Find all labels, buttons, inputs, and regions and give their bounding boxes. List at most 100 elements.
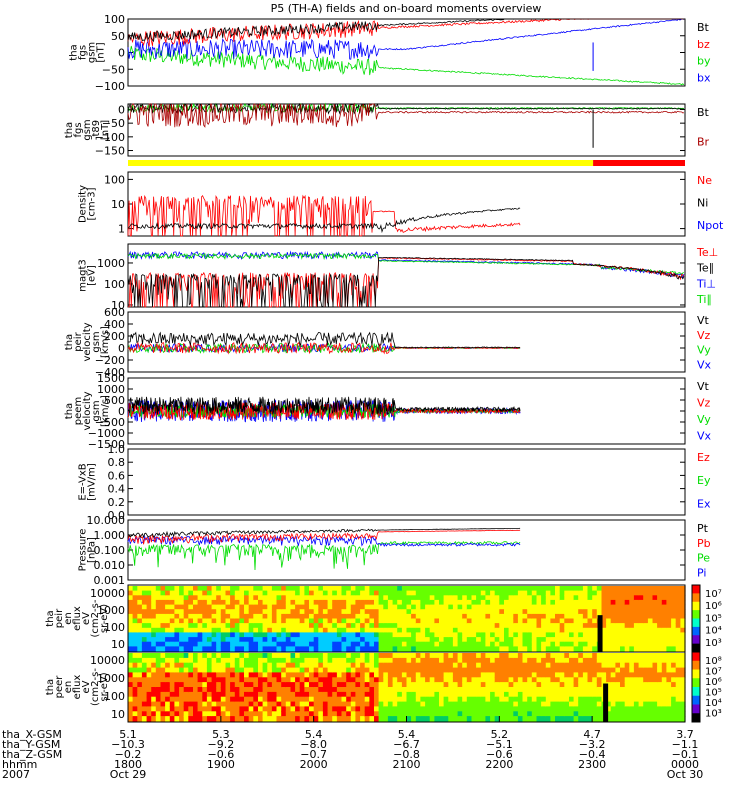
heatmap-cell bbox=[179, 701, 185, 708]
heatmap-cell bbox=[624, 653, 630, 659]
heatmap-cell bbox=[346, 613, 352, 620]
heatmap-cell bbox=[494, 586, 500, 592]
heatmap-cell bbox=[661, 613, 667, 620]
heatmap-cell bbox=[244, 627, 250, 633]
heatmap-cell bbox=[448, 716, 454, 722]
heatmap-cell bbox=[652, 687, 658, 693]
heatmap-cell bbox=[355, 662, 361, 669]
heatmap-cell bbox=[680, 701, 686, 708]
heatmap-cell bbox=[517, 618, 524, 624]
heatmap-cell bbox=[592, 590, 598, 596]
heatmap-cell bbox=[369, 586, 375, 592]
axis-label-peir_spec: tha bbox=[45, 610, 56, 626]
heatmap-cell bbox=[587, 672, 593, 678]
heatmap-cell bbox=[522, 627, 528, 633]
heatmap-cell bbox=[536, 653, 542, 659]
heatmap-cell bbox=[490, 716, 496, 722]
heatmap-cell bbox=[155, 641, 161, 647]
heatmap-cell bbox=[304, 653, 310, 659]
heatmap-cell bbox=[582, 701, 589, 708]
heatmap-cell bbox=[666, 653, 672, 659]
heatmap-cell bbox=[383, 609, 389, 615]
heatmap-cell bbox=[638, 687, 644, 693]
heatmap-cell bbox=[295, 637, 301, 643]
heatmap-cell bbox=[657, 609, 663, 615]
heatmap-cell bbox=[629, 595, 635, 601]
heatmap-cell bbox=[522, 696, 528, 703]
heatmap-cell bbox=[638, 696, 644, 703]
heatmap-cell bbox=[415, 623, 421, 629]
heatmap-cell bbox=[290, 682, 296, 688]
heatmap-cell bbox=[675, 653, 681, 659]
heatmap-cell bbox=[624, 657, 630, 664]
heatmap-cell bbox=[244, 677, 250, 683]
heatmap-cell bbox=[248, 682, 254, 688]
heatmap-cell bbox=[332, 691, 338, 698]
heatmap-cell bbox=[258, 691, 264, 698]
heatmap-cell bbox=[290, 657, 296, 664]
heatmap-cell bbox=[220, 716, 226, 722]
heatmap-cell bbox=[165, 653, 171, 659]
heatmap-cell bbox=[531, 657, 537, 664]
heatmap-cell bbox=[476, 646, 482, 652]
heatmap-cell bbox=[578, 646, 584, 652]
heatmap-cell bbox=[485, 662, 491, 669]
heatmap-cell bbox=[262, 682, 268, 688]
heatmap-cell bbox=[313, 604, 319, 610]
heatmap-cell bbox=[216, 706, 222, 712]
heatmap-cell bbox=[494, 609, 500, 615]
heatmap-cell bbox=[146, 711, 152, 717]
heatmap-cell bbox=[536, 586, 542, 592]
heatmap-cell bbox=[183, 687, 189, 693]
heatmap-cell bbox=[225, 609, 231, 615]
heatmap-cell bbox=[183, 586, 189, 592]
axis-label-peer_spec: (cm2-s- bbox=[90, 668, 101, 706]
heatmap-cell bbox=[592, 627, 598, 633]
heatmap-cell bbox=[643, 701, 649, 708]
heatmap-cell bbox=[146, 618, 152, 624]
heatmap-cell bbox=[499, 632, 505, 638]
heatmap-cell bbox=[569, 618, 575, 624]
heatmap-cell bbox=[146, 641, 152, 647]
heatmap-cell bbox=[559, 623, 565, 629]
heatmap-cell bbox=[202, 595, 208, 601]
heatmap-cell bbox=[216, 716, 222, 722]
heatmap-cell bbox=[545, 716, 551, 722]
heatmap-cell bbox=[425, 687, 431, 693]
heatmap-cell bbox=[281, 590, 287, 596]
heatmap-cell bbox=[620, 711, 626, 717]
heatmap-cell bbox=[239, 637, 245, 643]
heatmap-cell bbox=[309, 641, 315, 647]
heatmap-cell bbox=[174, 706, 180, 712]
heatmap-cell bbox=[137, 586, 143, 592]
heatmap-cell bbox=[536, 623, 542, 629]
heatmap-cell bbox=[494, 716, 500, 722]
heatmap-cell bbox=[643, 672, 649, 678]
y-tick-label: 10.000 bbox=[87, 514, 126, 527]
heatmap-cell bbox=[531, 623, 537, 629]
heatmap-cell bbox=[271, 599, 278, 606]
heatmap-cell bbox=[225, 599, 231, 606]
heatmap-cell bbox=[587, 637, 593, 643]
heatmap-cell bbox=[620, 632, 626, 638]
heatmap-cell bbox=[369, 657, 375, 664]
heatmap-cell bbox=[151, 595, 157, 601]
heatmap-cell bbox=[374, 691, 380, 698]
heatmap-cell bbox=[234, 623, 240, 629]
heatmap-cell bbox=[253, 599, 259, 606]
heatmap-cell bbox=[629, 653, 635, 659]
heatmap-cell bbox=[216, 691, 222, 698]
heatmap-cell bbox=[564, 641, 570, 647]
heatmap-cell bbox=[151, 632, 157, 638]
heatmap-cell bbox=[601, 667, 607, 674]
heatmap-cell bbox=[452, 682, 459, 688]
heatmap-cell bbox=[211, 613, 217, 620]
heatmap-cell bbox=[267, 586, 273, 592]
heatmap-cell bbox=[141, 696, 148, 703]
heatmap-cell bbox=[387, 627, 394, 633]
heatmap-cell bbox=[155, 691, 161, 698]
heatmap-cell bbox=[434, 691, 440, 698]
heatmap-cell bbox=[466, 677, 472, 683]
heatmap-cell bbox=[327, 618, 333, 624]
legend-entry-temperature: Ti⊥ bbox=[696, 277, 716, 290]
